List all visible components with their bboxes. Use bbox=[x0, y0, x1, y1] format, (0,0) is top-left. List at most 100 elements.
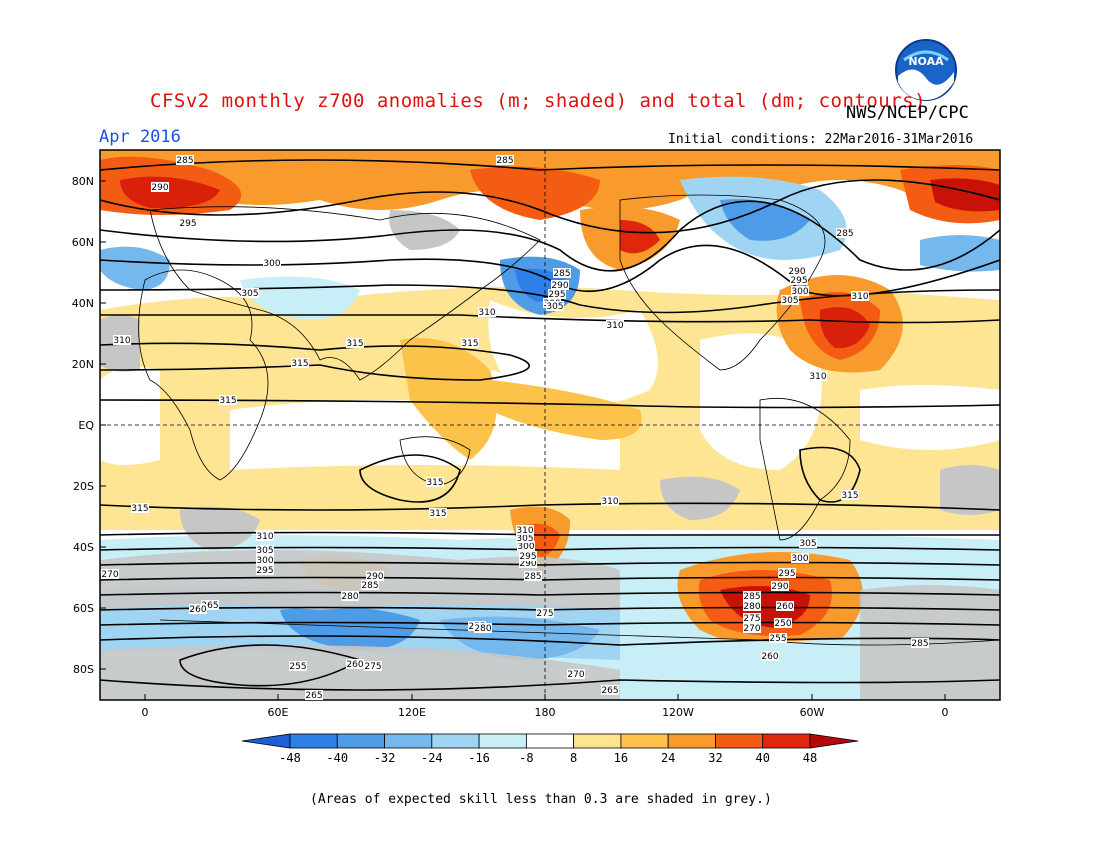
lon-label: 180 bbox=[535, 706, 556, 719]
contour-labels: 285 2852902953003053103153153153153103152… bbox=[101, 155, 929, 701]
svg-text:285: 285 bbox=[911, 639, 928, 649]
contour-label: 265 bbox=[601, 685, 619, 696]
lat-label: 20N bbox=[72, 358, 94, 371]
contour-label: 260 bbox=[761, 651, 779, 662]
svg-text:265: 265 bbox=[201, 601, 218, 611]
contour-label: 310 bbox=[601, 496, 619, 507]
svg-text:300: 300 bbox=[791, 554, 808, 564]
svg-text:315: 315 bbox=[131, 504, 148, 514]
contour-label: 290 bbox=[771, 581, 789, 592]
svg-text:265: 265 bbox=[305, 691, 322, 701]
colorbar-swatch bbox=[762, 733, 811, 749]
svg-text:250: 250 bbox=[774, 619, 791, 629]
lon-label: 120W bbox=[662, 706, 694, 719]
contour-label: 300 bbox=[263, 258, 281, 269]
contour-label: 260 bbox=[346, 659, 364, 670]
contour-label: 270 bbox=[743, 623, 761, 634]
svg-text:315: 315 bbox=[461, 339, 478, 349]
lat-label: 20S bbox=[73, 480, 94, 493]
contour-label: 260 bbox=[776, 601, 794, 612]
lon-label: 60W bbox=[800, 706, 825, 719]
svg-text:285: 285 bbox=[836, 229, 853, 239]
contour-label: 300 bbox=[791, 286, 809, 297]
anomaly-map: 80N 60N 40N 20N EQ 20S 40S 60S 80S 0 60E… bbox=[60, 140, 1020, 724]
axis-ticks bbox=[100, 180, 946, 700]
contour-label: 305 bbox=[546, 301, 564, 312]
contour-label: 285 bbox=[743, 591, 761, 602]
contour-label: 315 bbox=[429, 508, 447, 519]
contour-label: 310 bbox=[809, 371, 827, 382]
svg-text:295: 295 bbox=[778, 569, 795, 579]
svg-text:255: 255 bbox=[769, 634, 786, 644]
organization-label: NWS/NCEP/CPC bbox=[846, 103, 969, 123]
svg-text:275: 275 bbox=[743, 614, 760, 624]
svg-text:315: 315 bbox=[219, 396, 236, 406]
svg-text:265: 265 bbox=[601, 686, 618, 696]
svg-text:310: 310 bbox=[809, 372, 826, 382]
contour-label: 285 bbox=[553, 268, 571, 279]
contour-label: 290 bbox=[151, 182, 169, 193]
latitude-labels: 80N 60N 40N 20N EQ 20S 40S 60S 80S bbox=[72, 175, 95, 676]
svg-text:260: 260 bbox=[776, 602, 793, 612]
contour-label: 310 bbox=[606, 320, 624, 331]
contour-label: 295 bbox=[790, 275, 808, 286]
lon-label: 120E bbox=[398, 706, 426, 719]
contour-label: 315 bbox=[841, 490, 859, 501]
colorbar-tick-label: -8 bbox=[519, 751, 533, 765]
contour-label: 285 bbox=[524, 571, 542, 582]
contour-label: 310 bbox=[113, 335, 131, 346]
lon-label: 0 bbox=[142, 706, 149, 719]
contour-label: 255 bbox=[769, 633, 787, 644]
color-legend: -48 -40 -32 -24 -16 -8 8 16 24 32 40 48 bbox=[238, 732, 862, 776]
contour-label: 255 bbox=[289, 661, 307, 672]
lat-label: 40S bbox=[73, 541, 94, 554]
svg-text:290: 290 bbox=[519, 559, 536, 569]
svg-text:260: 260 bbox=[346, 660, 363, 670]
contour-label: 285 bbox=[361, 580, 379, 591]
svg-text:305: 305 bbox=[546, 302, 563, 312]
colorbar-arrow-low bbox=[241, 733, 291, 749]
lat-label: 80N bbox=[72, 175, 94, 188]
svg-text:285: 285 bbox=[553, 269, 570, 279]
contour-label: 300 bbox=[517, 541, 535, 552]
svg-text:280: 280 bbox=[474, 624, 491, 634]
contour-label: 280 bbox=[474, 623, 492, 634]
colorbar-tick-label: -16 bbox=[468, 751, 490, 765]
colorbar-swatch bbox=[478, 733, 527, 749]
svg-text:310: 310 bbox=[516, 526, 533, 536]
colorbar-swatch bbox=[667, 733, 716, 749]
svg-text:315: 315 bbox=[346, 339, 363, 349]
svg-text:290: 290 bbox=[771, 582, 788, 592]
svg-text:310: 310 bbox=[478, 308, 495, 318]
svg-text:285: 285 bbox=[496, 156, 513, 166]
contour-label: 315 bbox=[131, 503, 149, 514]
longitude-labels: 0 60E 120E 180 120W 60W 0 bbox=[142, 706, 949, 719]
lat-label: 80S bbox=[73, 663, 94, 676]
svg-text:300: 300 bbox=[256, 556, 273, 566]
contour-label: 315 bbox=[219, 395, 237, 406]
forecast-month: Apr 2016 bbox=[99, 127, 181, 147]
svg-text:295: 295 bbox=[519, 552, 536, 562]
lat-label: 60S bbox=[73, 602, 94, 615]
colorbar-swatch bbox=[620, 733, 669, 749]
svg-text:305: 305 bbox=[241, 289, 258, 299]
svg-text:285: 285 bbox=[176, 156, 193, 166]
colorbar-tick-label: -32 bbox=[374, 751, 396, 765]
contour-label: 270 bbox=[101, 569, 119, 580]
contour-label: 305 bbox=[256, 545, 274, 556]
contour-label: 305 bbox=[516, 533, 534, 544]
colorbar-tick-label: -24 bbox=[421, 751, 443, 765]
contour-label: 290 bbox=[551, 280, 569, 291]
svg-text:255: 255 bbox=[289, 662, 306, 672]
svg-text:280: 280 bbox=[341, 592, 358, 602]
contour-label: 285 bbox=[911, 638, 929, 649]
contour-label: 285 bbox=[176, 155, 194, 166]
svg-text:290: 290 bbox=[788, 267, 805, 277]
contour-label: 315 bbox=[461, 338, 479, 349]
svg-text:300: 300 bbox=[263, 259, 280, 269]
contour-label: 285 bbox=[836, 228, 854, 239]
lat-label: 60N bbox=[72, 236, 94, 249]
contour-label: 310 bbox=[256, 531, 274, 542]
contour-label: 295 bbox=[548, 289, 566, 300]
svg-text:295: 295 bbox=[548, 290, 565, 300]
